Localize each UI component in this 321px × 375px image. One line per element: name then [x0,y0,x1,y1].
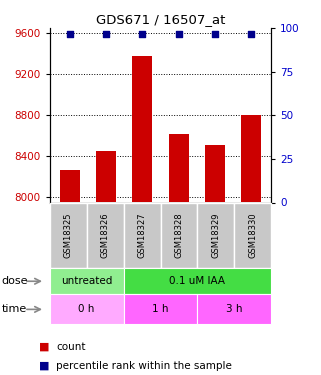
Bar [205,145,225,202]
Point [103,31,108,37]
Text: 1 h: 1 h [152,304,169,314]
Text: GSM18325: GSM18325 [64,213,73,258]
Text: 0.1 uM IAA: 0.1 uM IAA [169,276,225,286]
Point [176,31,181,37]
Point [213,31,218,37]
Bar [96,151,116,202]
Point [140,31,145,37]
Bar [60,170,80,202]
Bar [169,134,189,202]
Text: untreated: untreated [61,276,112,286]
Text: ■: ■ [39,342,49,352]
Text: GSM18327: GSM18327 [137,213,147,258]
Text: time: time [2,304,27,314]
Text: ■: ■ [39,361,49,370]
Bar [241,115,261,202]
Text: count: count [56,342,86,352]
Text: 0 h: 0 h [78,304,95,314]
Point [249,31,254,37]
Text: GDS671 / 16507_at: GDS671 / 16507_at [96,13,225,26]
Point [67,31,72,37]
Text: GSM18329: GSM18329 [211,213,221,258]
Text: GSM18328: GSM18328 [174,213,184,258]
Text: GSM18330: GSM18330 [248,213,257,258]
Text: GSM18326: GSM18326 [100,213,110,258]
Text: dose: dose [2,276,28,286]
Text: 3 h: 3 h [226,304,243,314]
Text: percentile rank within the sample: percentile rank within the sample [56,361,232,370]
Bar [132,56,152,202]
